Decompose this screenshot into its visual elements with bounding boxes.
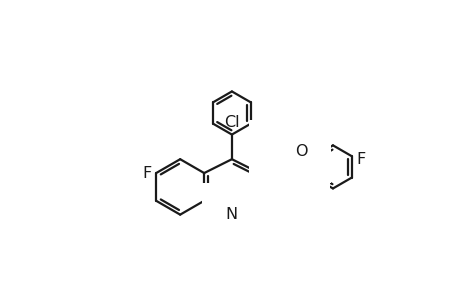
Text: O: O — [272, 144, 285, 159]
Text: O: O — [294, 144, 307, 159]
Text: F: F — [142, 166, 151, 181]
Text: N: N — [225, 207, 237, 222]
Text: S: S — [284, 156, 295, 174]
Text: F: F — [355, 152, 365, 167]
Text: Cl: Cl — [224, 115, 239, 130]
